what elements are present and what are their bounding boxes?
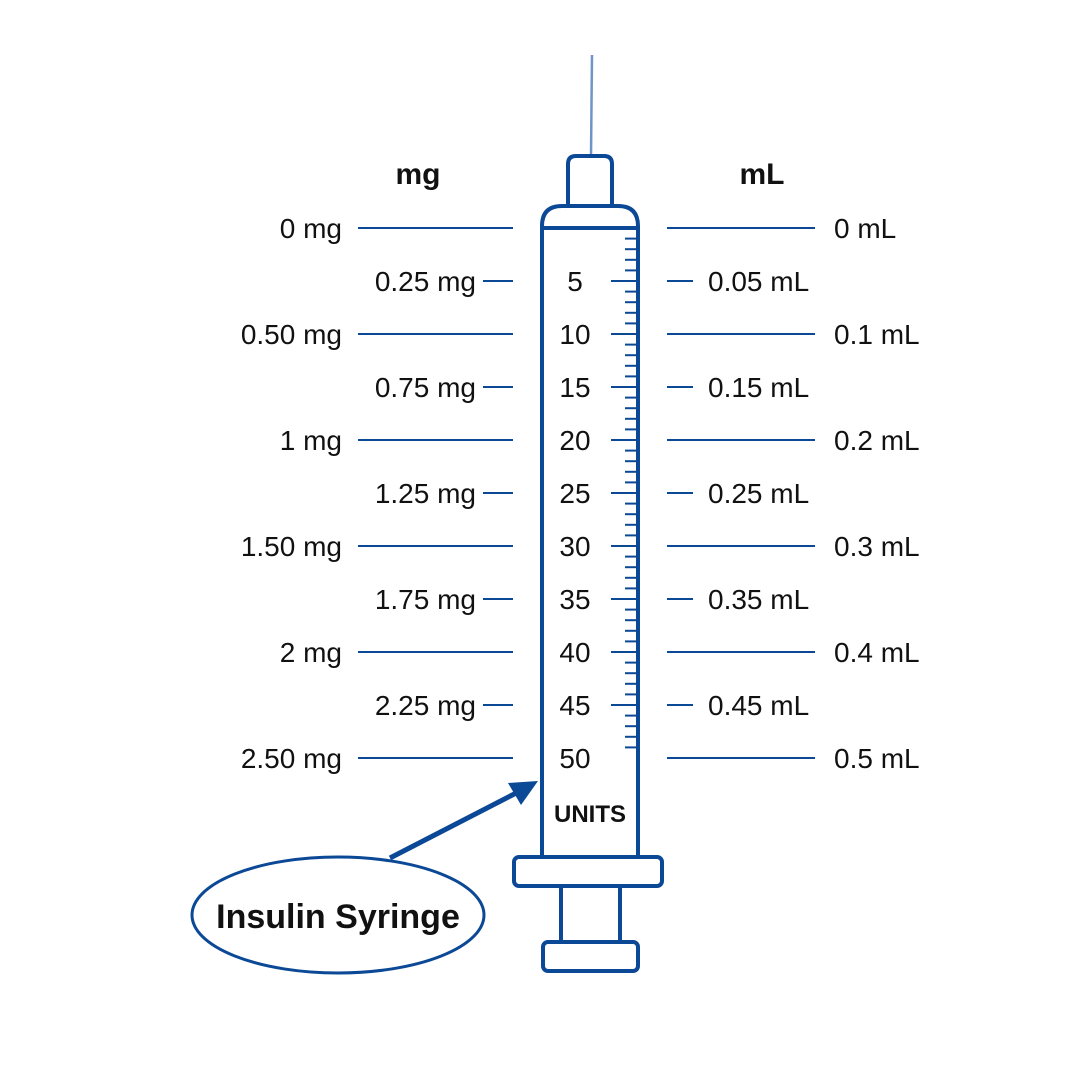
mg-label: 2.50 mg (241, 743, 342, 774)
mg-label: 2 mg (280, 637, 342, 668)
ml-header: mL (740, 158, 785, 191)
unit-label: 10 (559, 319, 590, 350)
callout-text: Insulin Syringe (216, 898, 460, 936)
ml-label: 0.5 mL (834, 743, 920, 774)
graduation-ticks (611, 237, 638, 749)
callout-arrow-head (508, 781, 538, 805)
unit-label: 5 (567, 266, 583, 297)
needle (589, 54, 594, 157)
ml-label: 0.1 mL (834, 319, 920, 350)
unit-label: 30 (559, 531, 590, 562)
unit-label: 15 (559, 372, 590, 403)
scales: 0 mg 0.25 mg 0.50 mg 0.75 mg 1 mg 1.25 mg 1.50… (241, 213, 920, 774)
syringe (512, 54, 664, 973)
ml-label: 0.05 mL (708, 266, 809, 297)
ml-label: 0.35 mL (708, 584, 809, 615)
ml-label: 0.25 mL (708, 478, 809, 509)
ml-label: 0.15 mL (708, 372, 809, 403)
flange (512, 855, 664, 888)
mg-label: 1.50 mg (241, 531, 342, 562)
barrel (540, 204, 640, 855)
mg-label: 1.75 mg (375, 584, 476, 615)
ml-label: 0.3 mL (834, 531, 920, 562)
unit-label: 35 (559, 584, 590, 615)
unit-label: 40 (559, 637, 590, 668)
callout: Insulin Syringe (190, 781, 538, 975)
mg-label: 2.25 mg (375, 690, 476, 721)
mg-header: mg (396, 158, 441, 191)
mg-label: 1.25 mg (375, 478, 476, 509)
ml-label: 0.4 mL (834, 637, 920, 668)
mg-label: 0.50 mg (241, 319, 342, 350)
plunger-thumb-rest (541, 940, 640, 973)
ml-label: 0.45 mL (708, 690, 809, 721)
mg-label: 0 mg (280, 213, 342, 244)
unit-label: 20 (559, 425, 590, 456)
needle-hub (566, 154, 614, 204)
mg-label: 0.75 mg (375, 372, 476, 403)
unit-label: 25 (559, 478, 590, 509)
ml-label: 0 mL (834, 213, 896, 244)
mg-label: 0.25 mg (375, 266, 476, 297)
unit-label: 50 (559, 743, 590, 774)
units-label: UNITS (554, 801, 626, 828)
mg-label: 1 mg (280, 425, 342, 456)
unit-label: 45 (559, 690, 590, 721)
callout-ellipse (190, 855, 486, 975)
callout-arrow-shaft (388, 787, 524, 861)
ml-label: 0.2 mL (834, 425, 920, 456)
